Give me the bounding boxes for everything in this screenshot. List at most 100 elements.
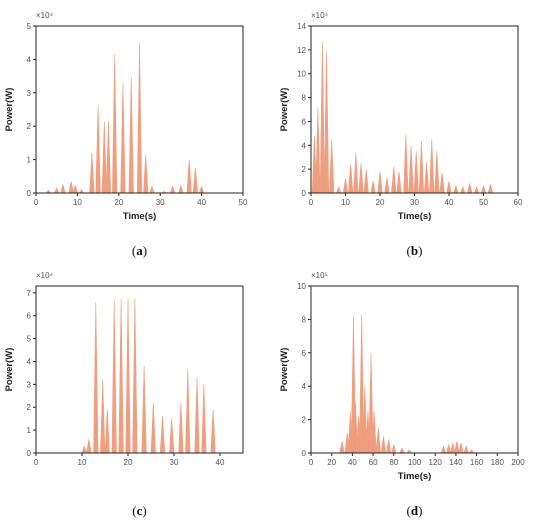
- power-peak: [210, 409, 216, 453]
- x-tick-label: 140: [449, 458, 463, 467]
- x-tick-label: 30: [170, 458, 179, 467]
- series-group: [339, 314, 475, 453]
- power-peak: [399, 447, 405, 453]
- power-peak: [368, 352, 374, 453]
- x-tick-label: 0: [309, 198, 314, 207]
- y-tick-label: 2: [27, 122, 32, 131]
- y-tick-label: 1: [27, 156, 32, 165]
- series-group: [45, 42, 205, 193]
- power-peak: [377, 171, 383, 193]
- power-peak: [125, 298, 131, 453]
- power-peak: [60, 183, 66, 193]
- power-peak: [460, 186, 466, 193]
- panel-label: (b): [407, 243, 423, 258]
- y-tick-label: 1: [27, 426, 32, 435]
- x-tick-label: 180: [491, 458, 505, 467]
- power-peak: [413, 151, 419, 193]
- y-tick-label: 3: [27, 89, 32, 98]
- power-peak: [112, 54, 118, 193]
- panel-label-open: (: [132, 243, 136, 258]
- power-peak: [78, 189, 85, 193]
- plot-frame: [310, 25, 519, 194]
- y-tick-label: 10: [297, 70, 306, 79]
- y-tick-label: 2: [302, 416, 307, 425]
- y-tick-label: 8: [302, 94, 307, 103]
- y-tick-label: 0: [27, 189, 32, 198]
- power-peak: [458, 442, 464, 453]
- power-peak: [396, 171, 402, 193]
- power-peak: [132, 298, 138, 453]
- power-peak: [118, 298, 124, 453]
- chart-svg-d: 0 20 40 60 80 100 120 140 160 180 200 0 2 4 6 8 10 ×10⁵ Ti…: [279, 271, 525, 518]
- power-peak: [391, 443, 397, 453]
- power-peak: [178, 402, 184, 453]
- power-peak: [128, 77, 134, 193]
- y-tick-label: 8: [302, 315, 307, 324]
- power-peak: [111, 299, 117, 453]
- y-tick-label: 4: [302, 141, 307, 150]
- panel-label-open: (: [407, 243, 411, 258]
- panel-label-close: ): [143, 243, 147, 258]
- y-tick-label: 0: [27, 449, 32, 458]
- power-peak: [423, 161, 430, 193]
- power-peak: [359, 314, 365, 453]
- y-tick-label: 0: [302, 449, 307, 458]
- panel-label: (a): [132, 243, 147, 258]
- x-tick-label: 80: [389, 458, 398, 467]
- power-peak: [339, 441, 345, 453]
- panel-label-open: (: [407, 503, 411, 518]
- power-peak: [453, 184, 459, 193]
- y-axis-multiplier: ×10⁴: [36, 11, 54, 20]
- power-peak: [380, 436, 387, 453]
- power-peak: [315, 108, 321, 193]
- power-peak: [105, 121, 112, 193]
- panel-label-letter: d: [411, 503, 419, 518]
- y-axis-multiplier: ×10⁴: [311, 11, 329, 20]
- power-peak: [384, 177, 390, 193]
- power-peak: [199, 185, 205, 193]
- y-tick-label: 14: [297, 22, 306, 31]
- power-peak: [336, 186, 342, 193]
- power-peak: [169, 418, 175, 453]
- power-peak: [439, 172, 445, 193]
- y-axis-multiplier: ×10⁵: [311, 271, 328, 280]
- chart-panel-c: 0 10 20 30 40 0 1 2 3 4 5 6 7 ×10⁴ Power(W) (c): [0, 260, 275, 520]
- power-peak: [342, 178, 349, 193]
- power-peak: [100, 379, 106, 453]
- power-peak: [363, 169, 369, 193]
- x-axis-title: Time(s): [398, 211, 432, 222]
- power-peak: [104, 409, 110, 453]
- y-tick-label: 4: [302, 382, 307, 391]
- x-tick-label: 50: [239, 198, 248, 207]
- plot-frame: [310, 285, 519, 454]
- x-tick-label: 160: [470, 458, 484, 467]
- chart-svg-b: 0 10 20 30 40 50 60 0 2 4 6 8 10 12 14 ×10⁴ Time(s) Power…: [279, 11, 523, 258]
- power-peak: [474, 186, 480, 193]
- power-peak: [194, 377, 200, 453]
- power-peak: [429, 139, 435, 193]
- power-peak: [371, 411, 377, 453]
- power-peak: [201, 384, 207, 453]
- panel-label: (c): [132, 503, 146, 518]
- y-tick-label: 6: [302, 117, 307, 126]
- panel-label: (d): [407, 503, 423, 518]
- x-tick-label: 10: [341, 198, 350, 207]
- power-peak: [170, 185, 176, 193]
- power-peak: [348, 164, 354, 193]
- power-peak: [68, 181, 74, 193]
- x-axis-title: Time(s): [123, 211, 157, 222]
- power-peak: [319, 41, 325, 193]
- y-tick-label: 7: [27, 289, 32, 298]
- power-peak: [141, 366, 147, 453]
- chart-panel-a: 0 10 20 30 40 50 0 1 2 3 4 5 ×10⁴ Time(s) Power(W) (a): [0, 0, 275, 260]
- x-tick-label: 20: [114, 198, 123, 207]
- power-peak: [95, 104, 101, 193]
- y-tick-label: 4: [27, 55, 32, 64]
- x-tick-label: 40: [348, 458, 357, 467]
- power-peak: [86, 439, 92, 453]
- panel-label-letter: a: [136, 243, 143, 258]
- x-tick-label: 0: [309, 458, 314, 467]
- y-axis-multiplier: ×10⁴: [36, 271, 54, 280]
- power-peak: [159, 416, 166, 453]
- y-tick-label: 4: [27, 357, 32, 366]
